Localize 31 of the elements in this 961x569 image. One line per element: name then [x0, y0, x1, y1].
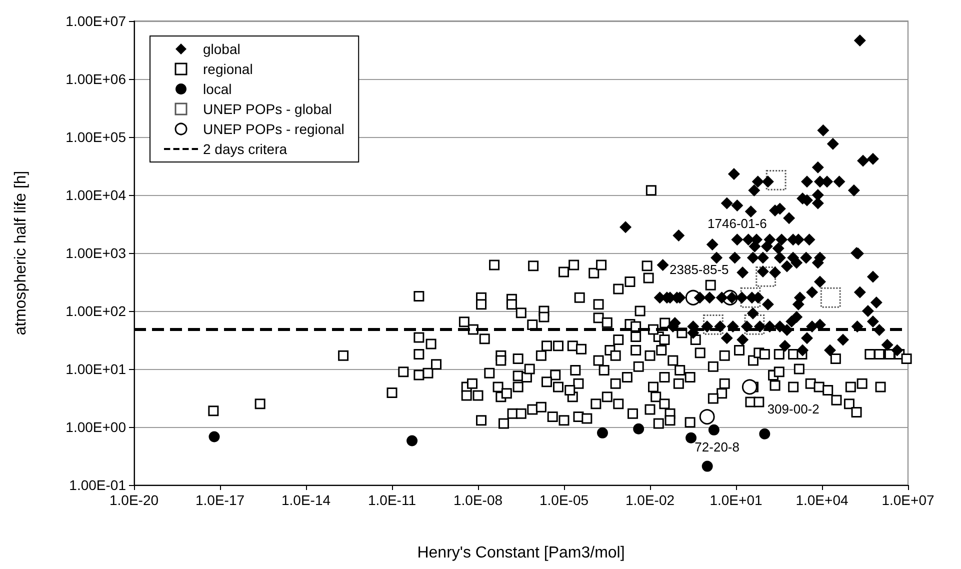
annotation: 2385-85-5	[670, 262, 729, 278]
legend-label: UNEP POPs - regional	[203, 121, 344, 137]
legend-label: local	[203, 81, 232, 97]
x-tick-label: 1.0E+07	[882, 492, 934, 508]
x-axis-title: Henry's Constant [Pam3/mol]	[417, 544, 625, 562]
x-tick-label: 1.0E+04	[796, 492, 848, 508]
x-tick-label: 1.0E+01	[710, 492, 762, 508]
x-tick-label: 1.0E-05	[539, 492, 589, 508]
y-tick-label: 1.00E+07	[66, 13, 126, 29]
legend-label: regional	[203, 61, 253, 77]
y-tick-label: 1.00E+01	[66, 361, 126, 377]
x-tick-label: 1.0E-11	[368, 492, 416, 508]
y-tick-label: 1.00E+00	[66, 419, 126, 435]
y-tick-label: 1.00E+03	[66, 245, 126, 261]
y-tick-label: 1.00E-01	[69, 477, 126, 493]
y-tick-label: 1.00E+06	[66, 71, 126, 87]
legend-label: 2 days critera	[203, 141, 288, 157]
y-tick-label: 1.00E+04	[66, 187, 126, 203]
x-tick-label: 1.0E-14	[281, 492, 331, 508]
annotation: 1746-01-6	[708, 216, 767, 232]
legend-label: UNEP POPs - global	[203, 101, 332, 117]
y-tick-label: 1.00E+02	[66, 303, 126, 319]
y-axis-title: atmospheric half life [h]	[12, 170, 30, 336]
x-tick-label: 1.0E-02	[625, 492, 675, 508]
annotation: 309-00-2	[767, 401, 820, 416]
x-tick-label: 1.0E-20	[109, 492, 159, 508]
y-tick-label: 1.00E+05	[66, 129, 126, 145]
x-tick-label: 1.0E-17	[195, 492, 245, 508]
legend-label: global	[203, 41, 240, 57]
annotation: 72-20-8	[694, 439, 740, 454]
x-tick-label: 1.0E-08	[453, 492, 503, 508]
